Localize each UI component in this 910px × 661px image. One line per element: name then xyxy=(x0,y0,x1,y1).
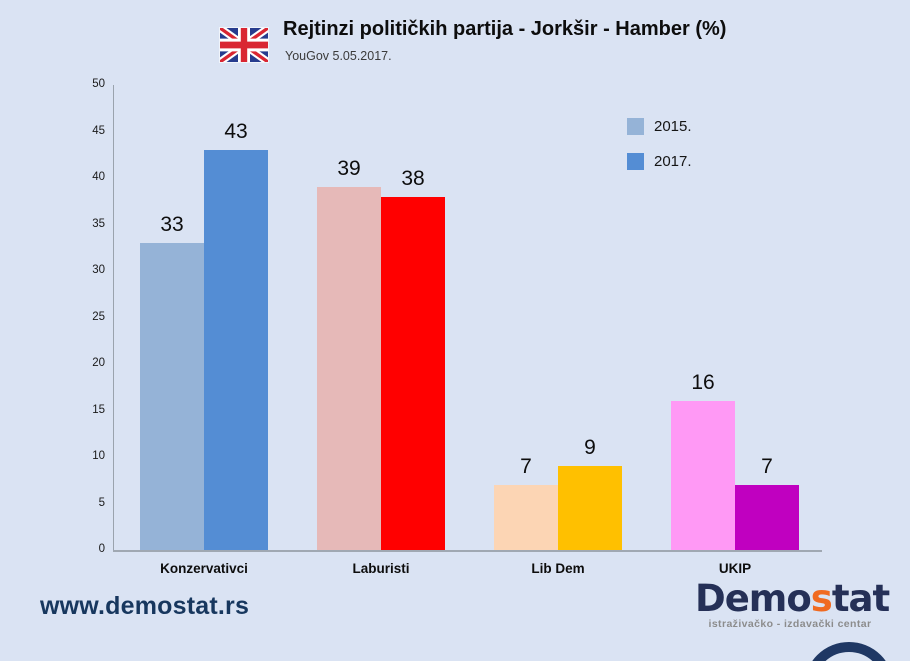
y-tick-label: 40 xyxy=(92,171,105,183)
bar-value-label: 7 xyxy=(520,454,532,478)
legend-label-2017: 2017. xyxy=(654,152,692,170)
y-tick-label: 35 xyxy=(92,217,105,230)
bar-value-label: 16 xyxy=(691,371,715,395)
uk-flag-icon xyxy=(220,28,268,62)
bar-ukip-2015 xyxy=(671,401,735,550)
bar-konzervativci-2017 xyxy=(204,150,268,550)
y-tick-label: 10 xyxy=(92,450,105,462)
legend-item-2017: 2017. xyxy=(627,150,692,172)
logo-part2: tat xyxy=(831,577,890,620)
legend-swatch-2017 xyxy=(627,152,644,170)
bar-lib-dem-2015 xyxy=(494,484,558,550)
legend-swatch-2015 xyxy=(627,117,644,135)
bar-value-label: 7 xyxy=(761,454,773,478)
y-tick-label: 5 xyxy=(98,496,105,509)
logo-tagline: istraživačko - izdavački centar xyxy=(708,618,872,630)
y-tick-label: 25 xyxy=(92,310,105,323)
bar-ukip-2017 xyxy=(735,484,799,550)
y-axis-line xyxy=(113,85,114,550)
y-tick-label: 45 xyxy=(92,124,105,137)
demostat-logo: Demostat istraživačko - izdavački centar xyxy=(695,577,890,631)
bar-value-label: 9 xyxy=(584,436,596,460)
bar-value-label: 38 xyxy=(401,166,425,190)
y-tick-label: 0 xyxy=(98,543,105,555)
corner-arc-decoration xyxy=(804,642,894,661)
bar-laburisti-2017 xyxy=(381,196,445,550)
website-link[interactable]: www.demostat.rs xyxy=(40,592,250,620)
y-tick-label: 50 xyxy=(92,78,105,90)
chart-title: Rejtinzi političkih partija - Jorkšir - … xyxy=(283,18,727,40)
category-label-lib-dem: Lib Dem xyxy=(531,561,585,576)
legend: 2015. 2017. xyxy=(627,115,692,185)
y-tick-label: 15 xyxy=(92,403,105,416)
bar-value-label: 43 xyxy=(224,120,248,144)
legend-item-2015: 2015. xyxy=(627,115,692,137)
bar-konzervativci-2015 xyxy=(140,243,204,550)
y-tick-label: 20 xyxy=(92,357,105,369)
x-axis-line xyxy=(113,550,822,552)
bar-lib-dem-2017 xyxy=(558,466,622,550)
bar-laburisti-2015 xyxy=(317,187,381,550)
bar-value-label: 39 xyxy=(337,157,361,181)
category-label-konzervativci: Konzervativci xyxy=(160,561,248,576)
logo-part1: Demo xyxy=(695,577,812,620)
category-label-ukip: UKIP xyxy=(718,561,752,576)
y-tick-label: 30 xyxy=(92,264,105,276)
bar-value-label: 33 xyxy=(160,213,184,237)
category-label-laburisti: Laburisti xyxy=(352,561,410,576)
chart-subtitle: YouGov 5.05.2017. xyxy=(285,49,392,63)
legend-label-2015: 2015. xyxy=(654,117,692,135)
logo-accent-letter: s xyxy=(810,577,833,620)
logo-wordmark: Demostat xyxy=(695,577,890,620)
